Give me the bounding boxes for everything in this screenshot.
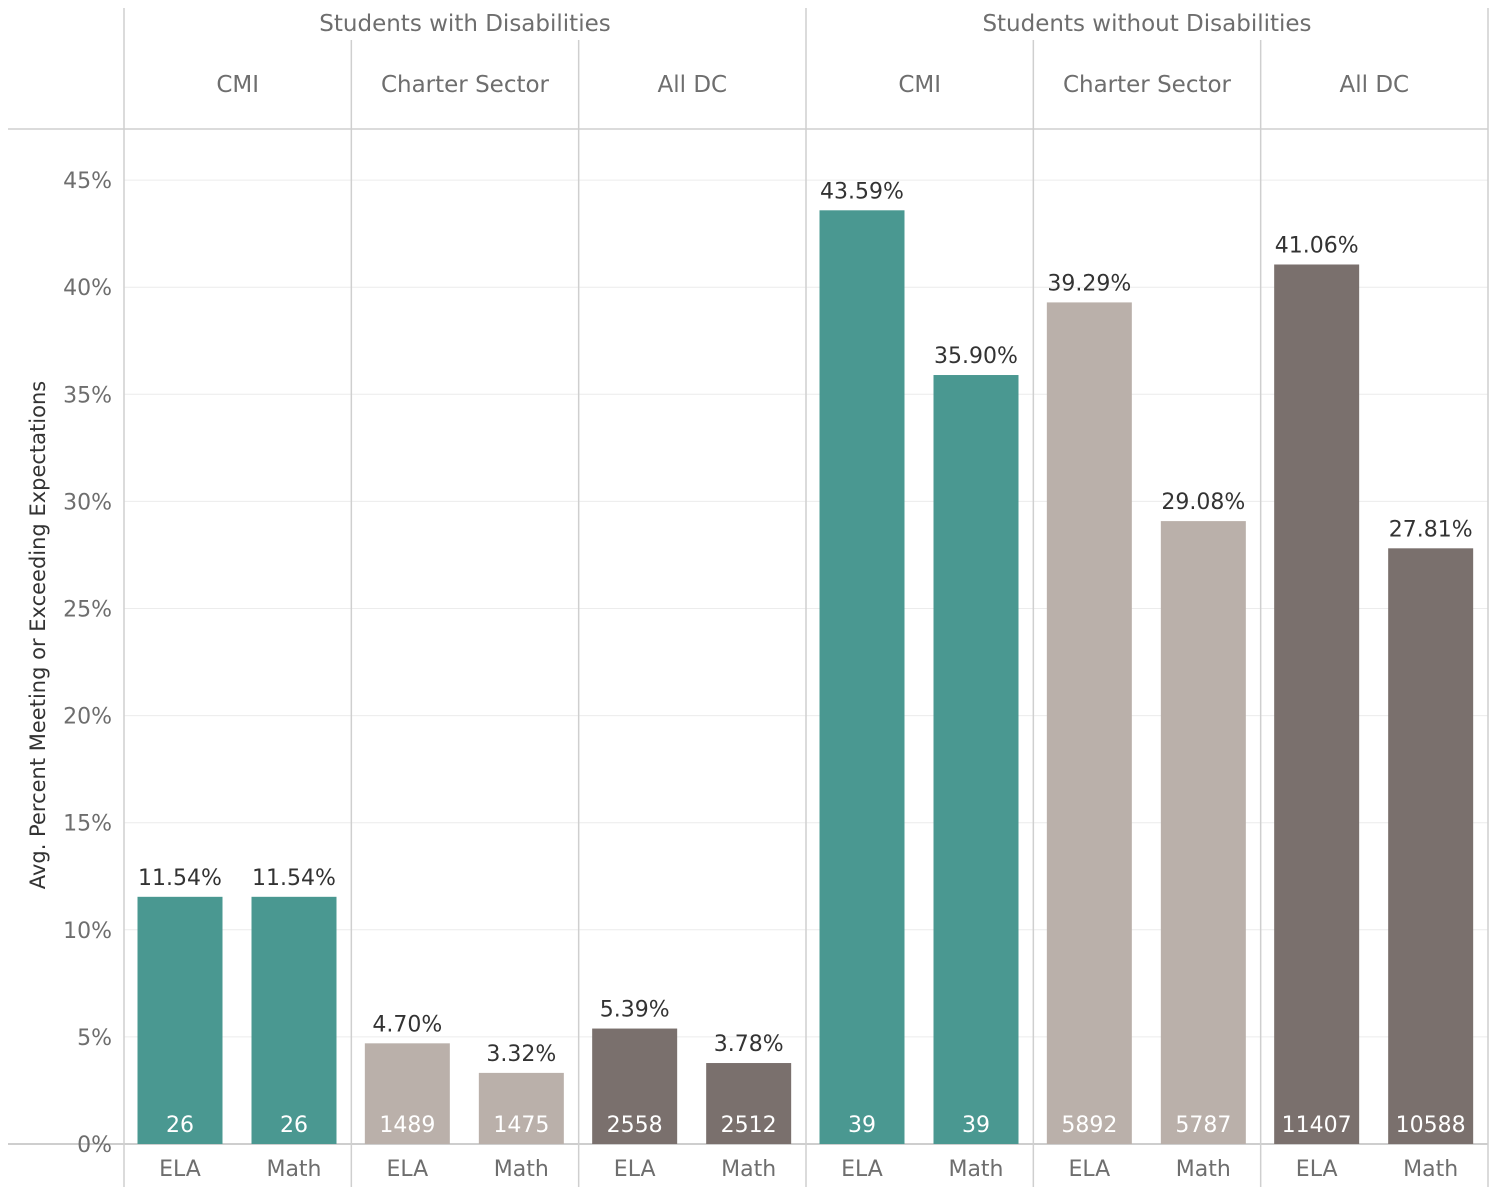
value-label: 11.54% bbox=[252, 866, 336, 891]
y-tick-label: 20% bbox=[63, 705, 112, 730]
panel-header: All DC bbox=[1340, 72, 1410, 98]
value-label: 11.54% bbox=[138, 866, 222, 891]
bar bbox=[1046, 302, 1132, 1144]
value-label: 3.78% bbox=[714, 1032, 784, 1057]
y-tick-label: 25% bbox=[63, 598, 112, 623]
panel-header: Charter Sector bbox=[1063, 72, 1232, 98]
group-header: Students with Disabilities bbox=[319, 11, 610, 37]
x-tick-label: Math bbox=[1176, 1157, 1231, 1182]
x-tick-label: ELA bbox=[841, 1157, 883, 1182]
y-tick-label: 5% bbox=[77, 1026, 112, 1051]
y-tick-label: 30% bbox=[63, 490, 112, 515]
panel-dividers bbox=[8, 8, 1489, 1187]
group-header: Students without Disabilities bbox=[982, 11, 1311, 37]
y-tick-label: 35% bbox=[63, 383, 112, 408]
x-tick-label: Math bbox=[721, 1157, 776, 1182]
bar bbox=[706, 1063, 792, 1144]
x-tick-label: ELA bbox=[1296, 1157, 1338, 1182]
column-headers: Students with Disabilities CMI Charter Sec… bbox=[216, 11, 1409, 98]
panel-header: CMI bbox=[898, 72, 941, 98]
x-tick-label: Math bbox=[266, 1157, 321, 1182]
bar bbox=[592, 1028, 678, 1144]
count-label: 1475 bbox=[493, 1113, 549, 1138]
count-label: 2558 bbox=[607, 1113, 663, 1138]
value-label: 35.90% bbox=[934, 344, 1018, 369]
count-label: 2512 bbox=[721, 1113, 777, 1138]
data-labels: 11.54% 26 11.54% 26 4.70% 1489 3.32% 1475 5.39% 2… bbox=[138, 179, 1473, 1138]
value-label: 29.08% bbox=[1161, 490, 1245, 515]
bar bbox=[364, 1043, 450, 1144]
count-label: 1489 bbox=[379, 1113, 435, 1138]
bar bbox=[137, 896, 223, 1144]
y-axis-ticks: 0% 5% 10% 15% 20% 25% 30% 35% 40% 45% bbox=[63, 169, 112, 1158]
value-label: 39.29% bbox=[1047, 271, 1131, 296]
y-tick-label: 0% bbox=[77, 1133, 112, 1158]
panel-header: Charter Sector bbox=[381, 72, 550, 98]
bar bbox=[1388, 548, 1474, 1144]
panel-header: All DC bbox=[658, 72, 728, 98]
y-tick-label: 10% bbox=[63, 919, 112, 944]
x-tick-label: Math bbox=[494, 1157, 549, 1182]
count-label: 26 bbox=[166, 1113, 194, 1138]
value-label: 5.39% bbox=[600, 998, 670, 1023]
x-tick-label: ELA bbox=[614, 1157, 656, 1182]
x-tick-label: Math bbox=[948, 1157, 1003, 1182]
x-axis-labels: ELA Math ELA Math ELA Math ELA Math ELA Math ELA Ma… bbox=[159, 1157, 1458, 1182]
bar bbox=[933, 375, 1019, 1145]
x-tick-label: ELA bbox=[386, 1157, 428, 1182]
count-label: 10588 bbox=[1396, 1113, 1466, 1138]
count-label: 11407 bbox=[1282, 1113, 1352, 1138]
value-label: 43.59% bbox=[820, 179, 904, 204]
value-label: 27.81% bbox=[1389, 517, 1473, 542]
count-label: 39 bbox=[848, 1113, 876, 1138]
x-tick-label: ELA bbox=[1068, 1157, 1110, 1182]
x-tick-label: Math bbox=[1403, 1157, 1458, 1182]
bar bbox=[819, 210, 905, 1145]
count-label: 5787 bbox=[1175, 1113, 1231, 1138]
bars bbox=[137, 210, 1474, 1145]
value-label: 41.06% bbox=[1275, 233, 1359, 258]
bar bbox=[1274, 264, 1360, 1144]
x-tick-label: ELA bbox=[159, 1157, 201, 1182]
count-label: 39 bbox=[962, 1113, 990, 1138]
count-label: 5892 bbox=[1061, 1113, 1117, 1138]
value-label: 3.32% bbox=[486, 1042, 556, 1067]
count-label: 26 bbox=[280, 1113, 308, 1138]
y-tick-label: 45% bbox=[63, 169, 112, 194]
value-label: 4.70% bbox=[372, 1012, 442, 1037]
y-tick-label: 40% bbox=[63, 276, 112, 301]
bar bbox=[251, 896, 337, 1144]
bar bbox=[1160, 521, 1246, 1144]
y-axis-title: Avg. Percent Meeting or Exceeding Expect… bbox=[26, 381, 50, 889]
y-tick-label: 15% bbox=[63, 812, 112, 837]
bar bbox=[478, 1072, 564, 1144]
panel-header: CMI bbox=[216, 72, 259, 98]
